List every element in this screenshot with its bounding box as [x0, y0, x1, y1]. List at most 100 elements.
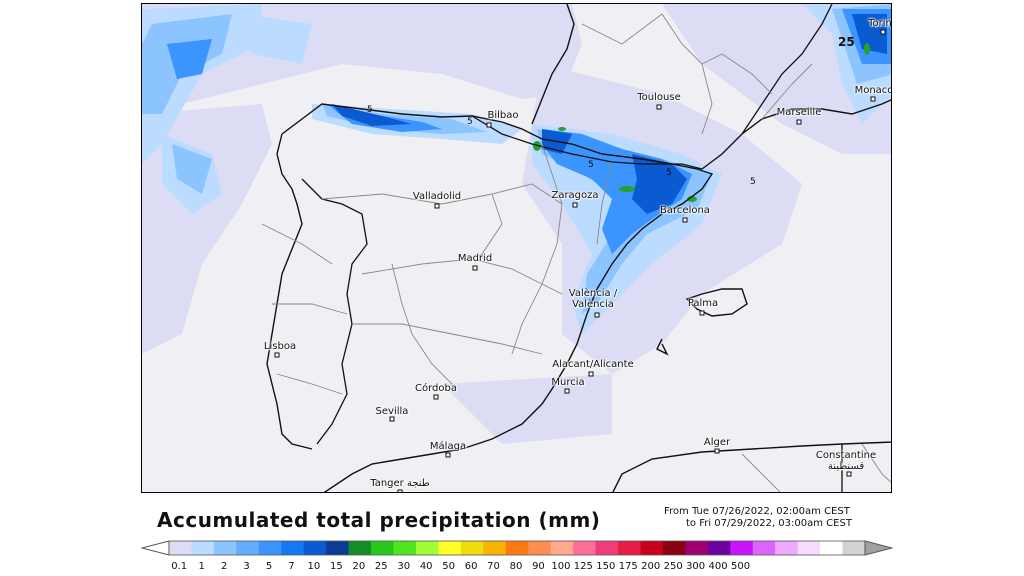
scale-label: 30 [397, 561, 411, 572]
scale-swatch [573, 541, 597, 555]
map-canvas: 5 5 5 5 5 25 [142, 4, 891, 492]
city-label-monaco: Monaco [854, 85, 892, 96]
city-marker-murcia [564, 388, 570, 394]
city-marker-malaga [445, 452, 451, 458]
city-label-valladolid: Valladolid [412, 191, 462, 202]
scale-label: 300 [686, 561, 706, 572]
city-marker-valencia [594, 312, 600, 318]
contour-label: 5 [666, 168, 672, 178]
city-label-toulouse: Toulouse [637, 92, 681, 103]
scale-label: 500 [730, 561, 751, 572]
scale-swatch [752, 541, 776, 555]
scale-label: 40 [419, 561, 433, 572]
city-label-alger: Alger [703, 437, 731, 448]
color-scale-labels: 0.1 1 2 3 5 7 10 15 20 25 30 40 50 60 70 80 90 100 125 150 1… [0, 561, 1024, 575]
scale-swatch [281, 541, 305, 555]
scale-label: 60 [464, 561, 478, 572]
city-marker-sevilla [389, 416, 395, 422]
city-marker-marseille [796, 119, 802, 125]
city-label-cordoba: Córdoba [415, 383, 457, 394]
city-marker-cordoba [433, 394, 439, 400]
scale-label: 50 [442, 561, 456, 572]
period-from: From Tue 07/26/2022, 02:00am CEST [664, 506, 850, 517]
scale-label: 150 [596, 561, 616, 572]
scale-swatch [730, 541, 754, 555]
precipitation-color-scale [141, 540, 893, 556]
city-label-valencia: València / València [568, 288, 618, 310]
scale-label: 15 [330, 561, 343, 572]
city-marker-tanger [397, 489, 403, 492]
scale-swatch [326, 541, 350, 555]
city-label-sevilla: Sevilla [375, 406, 409, 417]
scale-swatch [213, 541, 237, 555]
scale-label: 80 [509, 561, 523, 572]
scale-swatch [685, 541, 709, 555]
contour-label: 5 [588, 160, 594, 170]
contour-labels: 5 5 5 5 5 25 [367, 35, 855, 187]
country-borders [301, 4, 843, 492]
precipitation-map: 5 5 5 5 5 25 Bilbao Toulouse Marseille M… [141, 3, 892, 493]
map-title: Accumulated total precipitation (mm) [157, 508, 601, 532]
scale-swatch [460, 541, 484, 555]
scale-swatch [550, 541, 574, 555]
city-marker-toulouse [656, 104, 662, 110]
scale-swatch [371, 541, 395, 555]
city-marker-zaragoza [572, 202, 578, 208]
scale-swatch [528, 541, 552, 555]
scale-swatch [236, 541, 260, 555]
scale-label: 1 [198, 561, 205, 572]
city-marker-barcelona [682, 217, 688, 223]
scale-swatch [169, 541, 192, 555]
city-marker-alger [714, 448, 720, 454]
scale-label: 90 [532, 561, 545, 572]
city-marker-bilbao [486, 122, 492, 128]
contour-label: 5 [367, 105, 373, 115]
city-marker-alicante [588, 371, 594, 377]
precip-20mm-areas [533, 43, 870, 202]
city-marker-palma [699, 310, 705, 316]
scale-label: 125 [573, 561, 593, 572]
scale-label: 70 [487, 561, 500, 572]
city-label-murcia: Murcia [551, 377, 585, 388]
contour-label: 25 [838, 35, 855, 49]
city-label-madrid: Madrid [457, 253, 493, 264]
scale-swatch [707, 541, 731, 555]
scale-swatch [438, 541, 462, 555]
city-label-constantine: Constantine قسنطينة [815, 450, 877, 472]
forecast-period: From Tue 07/26/2022, 02:00am CEST to Fri… [664, 506, 852, 530]
scale-swatch [505, 541, 529, 555]
city-label-malaga: Málaga [429, 441, 467, 452]
scale-label: 10 [307, 561, 321, 572]
city-label-marseille: Marseille [776, 107, 822, 118]
scale-swatch [348, 541, 372, 555]
scale-label: 20 [352, 561, 366, 572]
city-label-lisboa: Lisboa [263, 341, 297, 352]
scale-label: 7 [288, 561, 295, 572]
scale-swatch [191, 541, 215, 555]
scale-swatch [640, 541, 664, 555]
scale-label: 5 [265, 561, 273, 572]
region-borders [261, 13, 891, 492]
scale-label: 25 [374, 561, 388, 572]
scale-label: 100 [551, 561, 571, 572]
scale-arrow-min [141, 540, 170, 556]
period-to: to Fri 07/29/2022, 03:00am CEST [686, 518, 852, 529]
scale-label: 0.1 [171, 561, 188, 572]
city-marker-madrid [472, 265, 478, 271]
scale-swatch [775, 541, 799, 555]
scale-border [168, 540, 866, 556]
scale-label: 175 [618, 561, 638, 572]
city-label-zaragoza: Zaragoza [551, 190, 599, 201]
city-label-palma: Palma [687, 298, 719, 309]
city-label-tanger: Tanger طنجة [370, 478, 430, 489]
scale-swatch [415, 541, 439, 555]
scale-swatch [662, 541, 686, 555]
scale-label: 400 [708, 561, 728, 572]
scale-label: 3 [243, 561, 250, 572]
scale-swatch [483, 541, 507, 555]
city-label-bilbao: Bilbao [487, 110, 519, 121]
contour-label: 5 [467, 117, 473, 127]
city-marker-monaco [870, 96, 876, 102]
city-marker-constantine [846, 471, 852, 477]
scale-swatch [303, 541, 327, 555]
